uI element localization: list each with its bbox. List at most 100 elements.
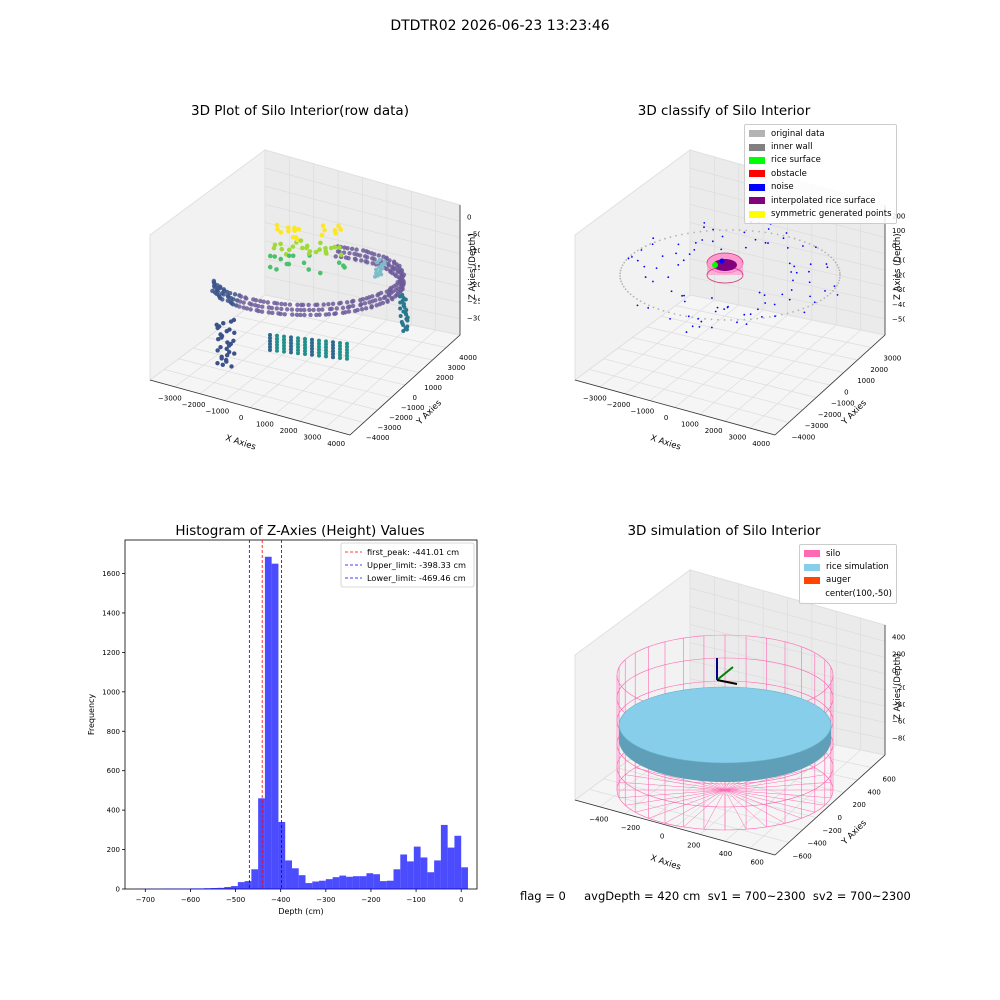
data-point [694, 242, 697, 244]
data-point [398, 314, 403, 318]
silo-wire [664, 789, 726, 824]
data-point [360, 297, 366, 302]
data-point [619, 272, 621, 275]
data-point [398, 306, 403, 311]
x-tick-label: 2000 [280, 427, 298, 435]
data-point [317, 347, 321, 352]
data-point [300, 302, 306, 308]
data-point [289, 338, 293, 343]
data-point [621, 283, 624, 285]
data-point [624, 288, 627, 291]
data-point [324, 342, 328, 347]
data-point [838, 269, 841, 272]
data-point [405, 318, 410, 323]
data-point [718, 229, 721, 232]
data-point [639, 300, 642, 303]
data-point [279, 246, 285, 252]
x-axis-label: X Axies [649, 433, 682, 452]
y-tick-label: −3000 [378, 424, 402, 432]
data-point [224, 329, 229, 334]
data-point [390, 264, 395, 269]
data-point [261, 299, 266, 304]
data-point [282, 343, 286, 348]
data-point [331, 340, 335, 345]
data-point [326, 302, 331, 307]
histogram-title: Histogram of Z-Axies (Height) Values [175, 523, 425, 539]
data-point [310, 343, 314, 348]
data-point [681, 294, 683, 297]
data-point [669, 236, 672, 239]
histogram-bar [461, 867, 468, 889]
data-point [817, 247, 819, 249]
data-point [323, 245, 328, 251]
legend-entry: symmetric generated points [749, 207, 892, 220]
data-point [310, 349, 314, 354]
data-point [275, 348, 279, 353]
data-point [282, 302, 288, 307]
data-point [743, 231, 746, 234]
center-y-arrow [716, 666, 734, 681]
data-point [644, 245, 647, 247]
data-point [764, 241, 767, 244]
x-tick-label: 400 [719, 850, 732, 858]
data-point [345, 347, 349, 352]
data-point [768, 316, 771, 318]
z-tick-label: −1000 [892, 257, 905, 265]
data-point [838, 276, 841, 279]
z-tick-label: 200 [892, 650, 905, 658]
grid-line [675, 305, 872, 348]
data-point [333, 311, 339, 316]
data-point [338, 356, 342, 360]
data-point [814, 246, 817, 249]
data-point [260, 304, 265, 309]
panel4-title: 3D simulation of Silo Interior [627, 523, 821, 539]
noise-point [719, 258, 725, 264]
data-point [643, 302, 646, 305]
data-point [331, 352, 335, 357]
data-point [324, 348, 328, 353]
y-tick-label: 4000 [459, 354, 477, 362]
histogram-bar [305, 883, 313, 889]
data-point [632, 295, 635, 298]
data-point [304, 243, 310, 249]
histogram-bar [379, 881, 387, 889]
data-point [813, 301, 816, 304]
data-point [398, 300, 403, 305]
data-point [290, 244, 296, 249]
data-point [377, 265, 382, 270]
data-point [345, 344, 349, 349]
data-point [756, 308, 759, 311]
data-point [380, 300, 386, 306]
histogram-bar [285, 860, 292, 889]
histogram-bar [197, 888, 204, 889]
data-point [359, 307, 365, 312]
data-point [352, 256, 358, 262]
data-point [296, 339, 300, 344]
silo-wire [635, 789, 726, 813]
data-point [342, 265, 347, 270]
data-point [345, 341, 349, 346]
status-footer: flag = 0 avgDepth = 420 cm sv1 = 700~230… [520, 889, 911, 903]
data-point [701, 239, 704, 241]
data-point [745, 323, 748, 326]
histogram-bar [258, 798, 265, 889]
data-point [303, 343, 307, 347]
data-point [336, 260, 342, 265]
data-point [338, 252, 344, 258]
x-tick-label: −400 [589, 815, 608, 823]
data-point [622, 285, 625, 288]
data-point [337, 245, 342, 250]
data-point [256, 303, 261, 309]
data-point [823, 297, 826, 300]
grid-line [689, 660, 886, 707]
data-point [786, 247, 789, 249]
y-tick-label: 800 [107, 728, 120, 736]
data-point [697, 317, 699, 320]
silo-wire [724, 789, 815, 813]
legend-entry: center(100,-50) [804, 587, 892, 600]
data-point [837, 266, 840, 269]
data-point [782, 234, 785, 237]
data-point [331, 355, 335, 360]
data-point [636, 249, 639, 252]
z-tick-label: −600 [892, 718, 905, 726]
